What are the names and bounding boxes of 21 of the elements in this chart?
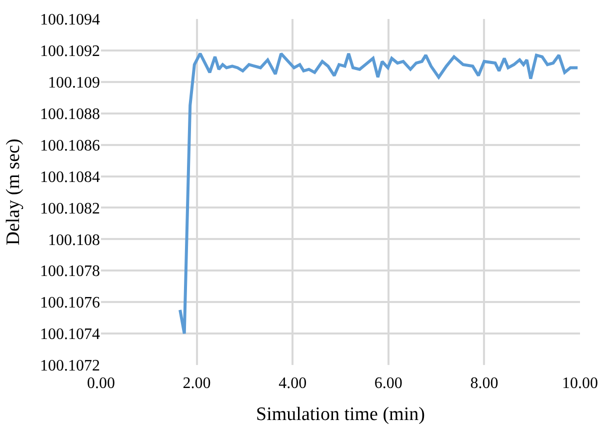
x-axis-title: Simulation time (min) [256, 404, 425, 425]
y-tick-label: 100.108 [48, 232, 100, 249]
y-tick-label: 100.1078 [40, 263, 100, 280]
x-tick-label: 6.00 [374, 375, 402, 392]
y-tick-label: 100.1088 [40, 106, 100, 123]
y-tick-label: 100.1086 [40, 137, 100, 154]
x-tick-label: 4.00 [278, 375, 307, 392]
y-tick-label: 100.1094 [40, 12, 100, 29]
line-series [178, 52, 580, 336]
y-tick-label: 100.1072 [40, 358, 100, 375]
y-tick-label: 100.109 [48, 74, 100, 92]
x-tick-label: 0.00 [87, 375, 115, 392]
y-tick-label: 100.1092 [40, 43, 100, 60]
y-axis-title: Delay (m sec) [2, 138, 24, 246]
y-tick-label: 100.1082 [40, 200, 100, 218]
x-tick-label: 8.00 [470, 375, 498, 392]
y-tick-label: 100.1074 [40, 326, 100, 344]
y-tick-label: 100.1084 [40, 168, 100, 186]
x-tick-label: 2.00 [182, 375, 211, 392]
y-tick-label: 100.1076 [40, 294, 100, 312]
x-tick-label: 10.00 [562, 375, 598, 392]
